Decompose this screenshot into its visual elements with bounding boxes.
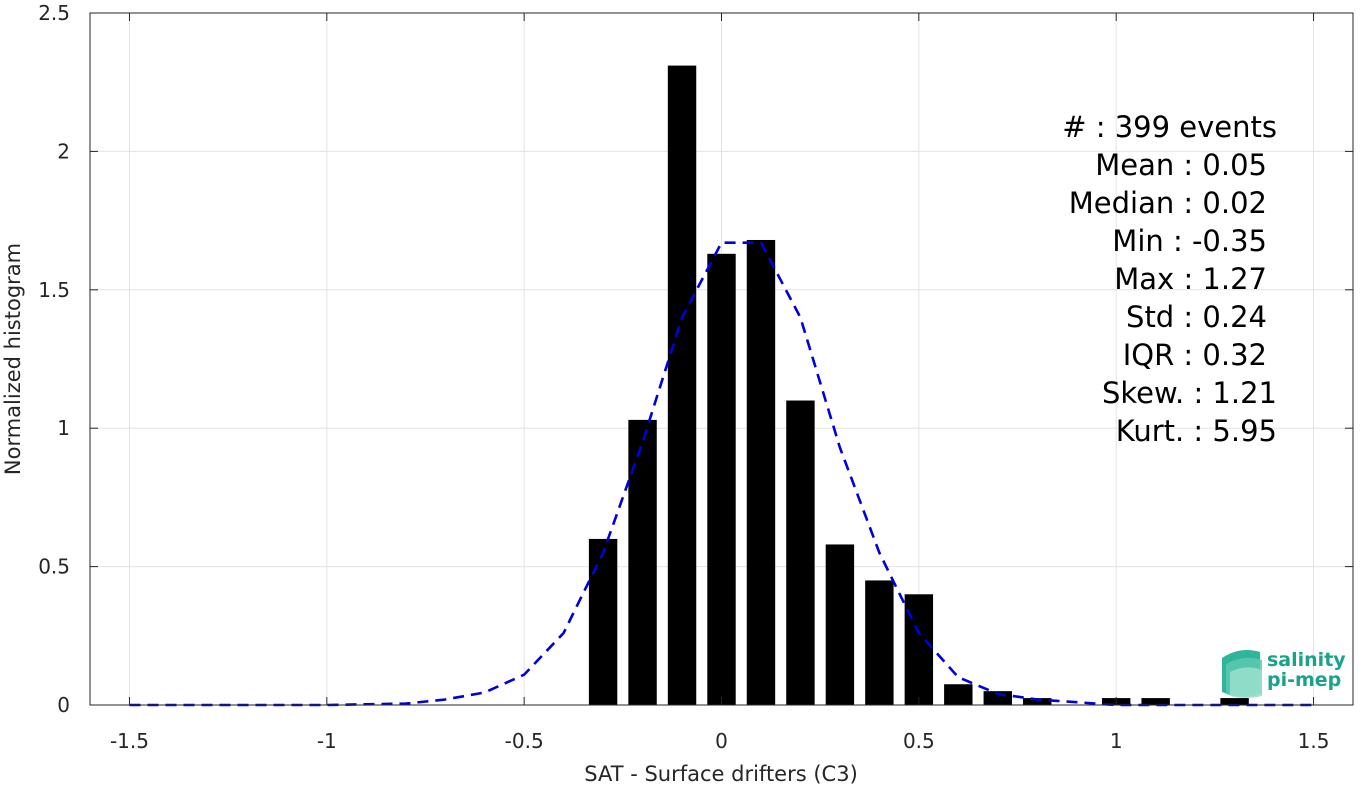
- bars: [588, 65, 1249, 706]
- stat-line-7: Skew. : 1.21: [1102, 376, 1277, 410]
- x-tick-label-2: -0.5: [505, 729, 544, 753]
- histogram-bar-11: [1023, 698, 1052, 705]
- stat-line-0: # : 399 events: [1062, 110, 1277, 144]
- fit-curve: [129, 241, 1314, 707]
- stat-line-1: Mean : 0.05: [1095, 148, 1267, 182]
- stats-annotation: # : 399 events Mean : 0.05 Median : 0.02 Mi…: [1062, 110, 1277, 448]
- histogram-bar-9: [944, 684, 973, 705]
- histogram-bar-5: [786, 400, 815, 705]
- x-axis-label: SAT - Surface drifters (C3): [584, 762, 858, 785]
- histogram-bar-0: [588, 538, 618, 705]
- x-tick-label-3: 0: [715, 729, 728, 753]
- stat-line-2: Median : 0.02: [1069, 186, 1267, 220]
- x-tick-label-6: 1.5: [1298, 729, 1330, 753]
- logo-line-2: pi-mep: [1267, 669, 1341, 691]
- stat-line-3: Min : -0.35: [1112, 224, 1267, 258]
- histogram-bar-4: [746, 239, 776, 705]
- logo-line-1: salinity: [1267, 649, 1346, 671]
- x-tick-label-0: -1.5: [110, 729, 149, 753]
- wave-logo-icon: [1222, 650, 1262, 698]
- histogram-bar-2: [667, 65, 697, 706]
- y-tick-label-0: 0: [57, 693, 70, 717]
- y-axis-label: Normalized histogram: [1, 243, 25, 475]
- histogram-bar-13: [1141, 698, 1170, 705]
- x-tick-label-4: 0.5: [903, 729, 935, 753]
- stat-line-6: IQR : 0.32: [1123, 338, 1267, 372]
- histogram-bar-6: [825, 544, 855, 705]
- histogram-bar-1: [628, 419, 657, 705]
- y-tick-label-4: 2: [57, 139, 70, 163]
- ticks: -1.5 -1 -0.5 0 0.5 1 1.5 0 0.5 1 1.5 2 2.5: [38, 1, 1353, 753]
- y-tick-label-5: 2.5: [38, 1, 70, 25]
- histogram-bar-7: [865, 580, 894, 705]
- y-tick-label-3: 1.5: [38, 278, 70, 302]
- x-tick-label-1: -1: [317, 729, 337, 753]
- histogram-bar-14: [1220, 698, 1249, 705]
- stat-line-8: Kurt. : 5.95: [1116, 414, 1277, 448]
- stat-line-5: Std : 0.24: [1126, 300, 1267, 334]
- histogram-bar-3: [707, 253, 736, 706]
- x-tick-label-5: 1: [1110, 729, 1123, 753]
- y-tick-label-1: 0.5: [38, 555, 70, 579]
- stat-line-4: Max : 1.27: [1114, 262, 1267, 296]
- salinity-pi-mep-logo: salinity pi-mep: [1222, 649, 1346, 698]
- y-tick-label-2: 1: [57, 416, 70, 440]
